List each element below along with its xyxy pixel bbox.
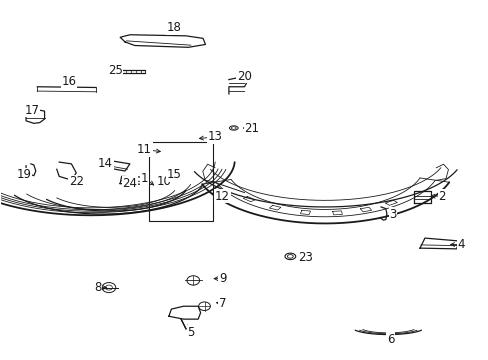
Text: 7: 7 <box>218 297 226 310</box>
Bar <box>149 142 212 221</box>
Text: 2: 2 <box>437 190 445 203</box>
Text: 1: 1 <box>141 172 148 185</box>
Text: 18: 18 <box>166 21 181 34</box>
Circle shape <box>102 283 116 293</box>
Text: 23: 23 <box>297 251 312 264</box>
Text: 24: 24 <box>122 177 137 190</box>
Text: 3: 3 <box>389 208 396 221</box>
Circle shape <box>105 285 112 290</box>
Text: 17: 17 <box>25 104 40 117</box>
Text: 12: 12 <box>215 190 229 203</box>
Text: 11: 11 <box>137 143 152 156</box>
Text: 8: 8 <box>94 281 102 294</box>
Ellipse shape <box>287 255 293 258</box>
Text: 4: 4 <box>457 238 464 251</box>
Text: 10: 10 <box>156 175 171 188</box>
Text: 25: 25 <box>108 64 122 77</box>
Ellipse shape <box>285 253 295 260</box>
Text: 20: 20 <box>237 69 251 82</box>
Text: 22: 22 <box>69 175 83 188</box>
Text: 21: 21 <box>244 122 259 135</box>
Text: 14: 14 <box>98 157 113 170</box>
Text: 13: 13 <box>207 130 222 144</box>
Text: 19: 19 <box>17 168 32 181</box>
Text: 5: 5 <box>187 326 194 339</box>
Text: 6: 6 <box>386 333 394 346</box>
Text: 15: 15 <box>166 168 181 181</box>
Text: 9: 9 <box>218 272 226 285</box>
Ellipse shape <box>229 126 238 130</box>
Circle shape <box>186 276 199 285</box>
Text: 16: 16 <box>61 75 76 88</box>
Circle shape <box>198 302 210 311</box>
Ellipse shape <box>231 127 236 129</box>
